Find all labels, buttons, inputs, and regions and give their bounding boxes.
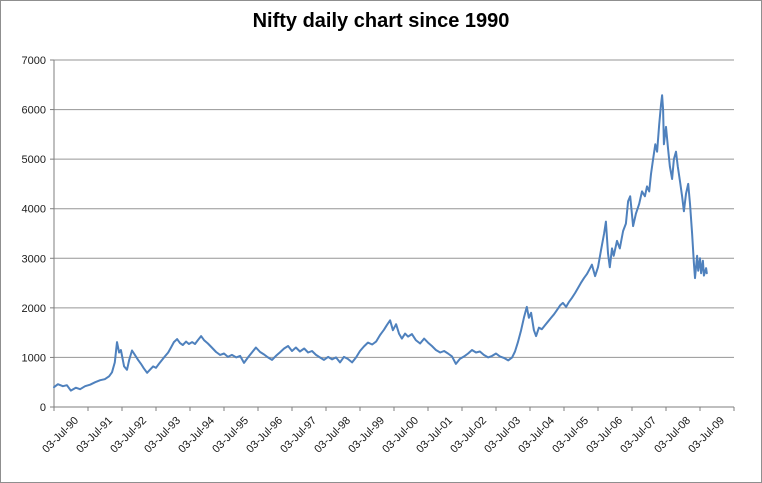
price-line — [53, 94, 708, 392]
x-tick-label: 03-Jul-04 — [516, 415, 557, 456]
x-tick-label: 03-Jul-96 — [244, 415, 285, 456]
x-tick-label: 03-Jul-94 — [176, 415, 217, 456]
x-tick-label: 03-Jul-06 — [584, 415, 625, 456]
y-tick-label: 6000 — [22, 105, 46, 117]
y-tick-label: 2000 — [22, 303, 46, 315]
y-tick-label: 3000 — [22, 253, 46, 265]
y-tick-label: 4000 — [22, 204, 46, 216]
y-tick-label: 1000 — [22, 352, 46, 364]
x-tick-label: 03-Jul-08 — [652, 415, 693, 456]
x-tick-label: 03-Jul-05 — [550, 415, 591, 456]
chart-title: Nifty daily chart since 1990 — [252, 10, 510, 32]
x-tick-label: 03-Jul-03 — [482, 415, 523, 456]
x-tick-label: 03-Jul-99 — [346, 415, 387, 456]
x-tick-label: 03-Jul-01 — [414, 415, 455, 456]
x-tick-label: 03-Jul-00 — [380, 415, 421, 456]
y-tick-label: 0 — [40, 402, 46, 414]
y-tick-label: 5000 — [22, 154, 46, 166]
x-tick-label: 03-Jul-97 — [278, 415, 319, 456]
x-tick-label: 03-Jul-90 — [40, 415, 81, 456]
x-tick-label: 03-Jul-09 — [686, 415, 727, 456]
x-tick-label: 03-Jul-98 — [312, 415, 353, 456]
y-tick-label: 7000 — [22, 55, 46, 67]
x-tick-label: 03-Jul-02 — [448, 415, 489, 456]
x-tick-label: 03-Jul-95 — [210, 415, 251, 456]
x-tick-label: 03-Jul-07 — [618, 415, 659, 456]
x-tick-label: 03-Jul-91 — [74, 415, 115, 456]
x-tick-label: 03-Jul-93 — [142, 415, 183, 456]
x-tick-label: 03-Jul-92 — [108, 415, 149, 456]
